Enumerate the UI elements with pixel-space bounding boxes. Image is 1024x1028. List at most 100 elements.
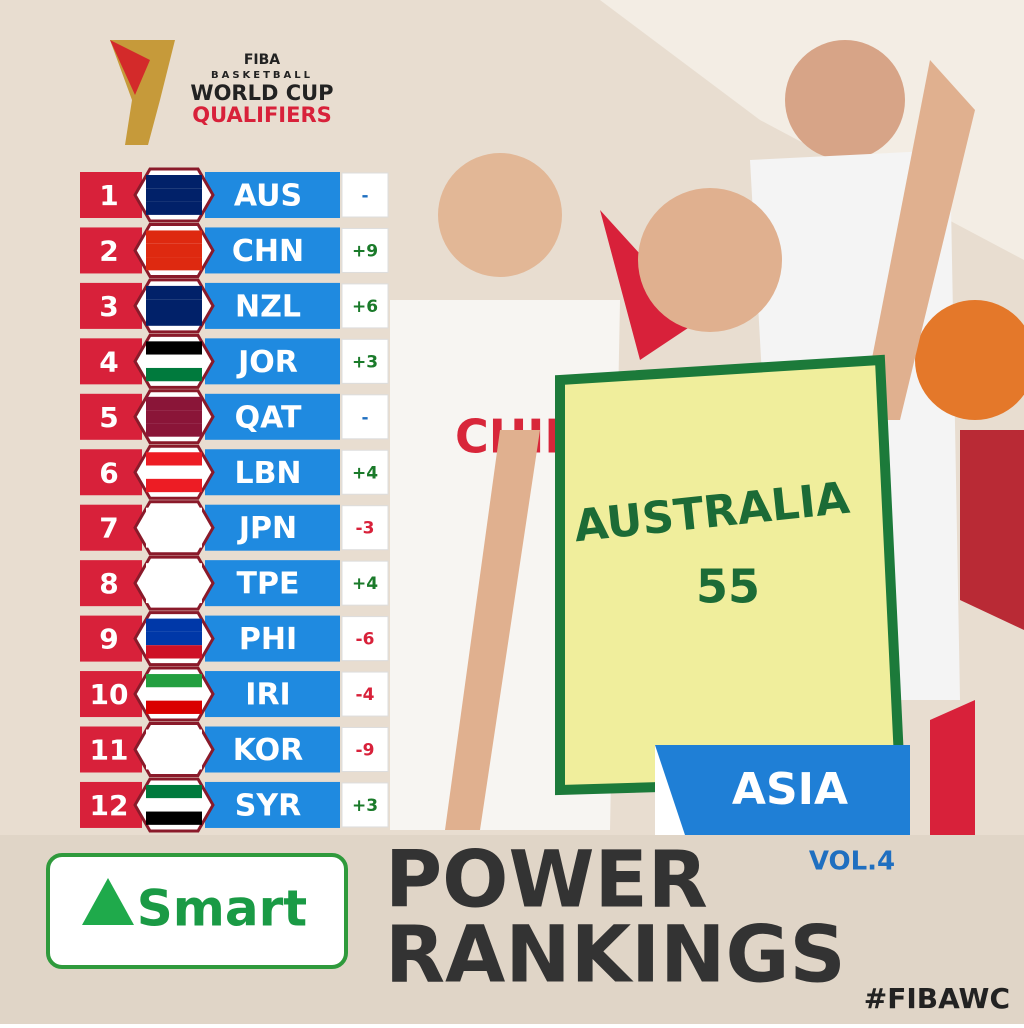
ranking-row: 7 JPN -3 [80,500,389,556]
flag-stripe [146,729,202,743]
flag-stripe [146,631,202,646]
flag-stripe [146,521,202,535]
flag-stripe [146,312,202,326]
ranking-row: 9 PHI -6 [80,611,389,667]
rank-box [80,338,142,385]
hashtag: #FIBAWC [864,982,1010,1015]
change: - [361,186,368,206]
rank-box [80,393,142,440]
team: QAT [235,400,302,435]
flag-stripe [146,700,202,714]
team: JOR [236,345,298,380]
flag-stripe [146,507,202,521]
change-box [341,616,389,662]
flag-stripe [146,563,202,577]
team: NZL [235,289,301,324]
change-box [341,394,389,440]
team-box [205,615,340,662]
flag-stripe [146,784,202,799]
team-box [205,781,340,828]
team: TPE [237,567,300,602]
flag-stripe [146,243,202,258]
flag-stripe [146,354,202,368]
flag-stripe [146,742,202,757]
change-box [341,671,389,717]
change: +4 [352,463,378,483]
team: IRI [245,678,290,713]
flag-stripe [146,576,202,590]
team-box [205,172,340,218]
rank: 9 [99,623,118,656]
change: +9 [352,241,378,261]
rank-box [80,172,142,218]
rank: 4 [99,345,118,378]
flag-stripe [146,756,202,770]
team-box [205,393,340,440]
trophy-accent [110,40,150,95]
flag-stripe [146,478,202,493]
ranking-row: 4 JOR +3 [80,333,389,389]
flag-stripe [146,299,202,313]
rank-box [80,781,142,828]
rank: 8 [99,567,118,600]
flag-stripe [146,645,202,659]
rank: 7 [99,512,118,545]
rank: 5 [99,401,118,434]
ranking-row: 8 TPE +4 [80,555,389,611]
change-box [341,560,389,606]
logo: FIBA BASKETBALL WORLD CUP QUALIFIERS [110,40,334,145]
team: LBN [234,456,301,491]
change: -3 [356,519,375,539]
rank-box [80,726,142,773]
region-fill [655,745,910,835]
rank: 3 [99,290,118,323]
flag-stripe [146,465,202,479]
flag-stripe [146,811,202,825]
flag-stripe [146,175,202,189]
flag-stripe [146,367,202,382]
change-box [341,338,389,384]
rank-box [80,615,142,662]
logo-line: BASKETBALL [211,70,313,81]
team-box [205,504,340,551]
flag-stripe [146,687,202,701]
change-box [341,227,389,273]
team-box [205,227,340,274]
ranking-row: 11 KOR -9 [80,722,389,777]
flag-stripe [146,674,202,688]
volume: VOL.4 [809,847,895,877]
rank-box [80,504,142,551]
ranking-row: 1 AUS - [80,167,389,223]
change-box [341,505,389,551]
change: -9 [356,741,375,761]
change: -6 [356,630,375,650]
rank: 10 [90,678,129,711]
flag-stripe [146,589,202,604]
team-box [205,560,340,607]
flag-stripe [146,798,202,812]
change-box [341,172,389,218]
change-box [341,449,389,495]
title-line: POWER [385,835,708,925]
flag-stripe [146,257,202,271]
team-box [205,671,340,718]
rank-box [80,449,142,496]
flag-stripe [146,410,202,424]
flag-stripe [146,396,202,411]
change: -4 [356,685,375,705]
rank: 1 [99,179,118,212]
change-box [341,727,389,772]
ranking-row: 2 CHN +9 [80,222,389,278]
flag-stripe [146,534,202,548]
change: +3 [352,796,378,816]
change-box [341,782,389,828]
ranking-row: 12 SYR +3 [80,777,389,833]
team: JPN [237,511,297,546]
rank: 11 [90,734,129,767]
change: - [361,408,368,428]
title-line: RANKINGS [385,910,846,1000]
change: +4 [352,574,378,594]
team-box [205,282,340,329]
team-box [205,449,340,496]
